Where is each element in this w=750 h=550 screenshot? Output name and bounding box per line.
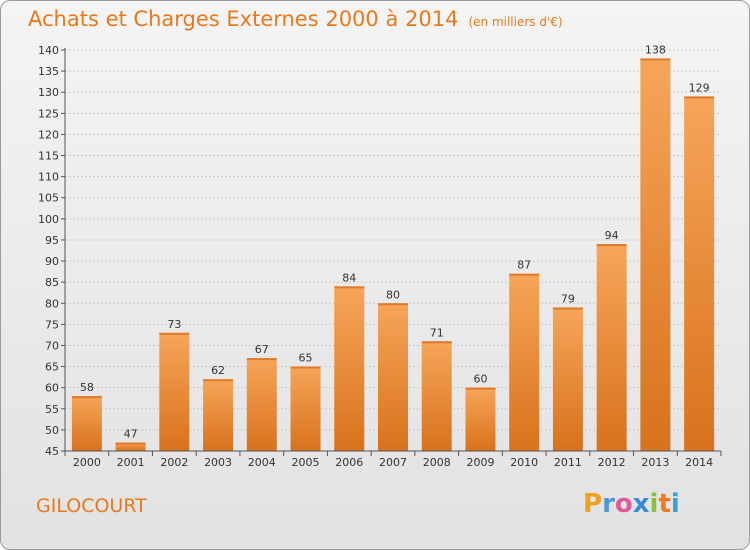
bars: 58 47 73 62 67 65 84 80 71 60 87 79 94 138 129 xyxy=(71,43,715,451)
y-tick-label: 130 xyxy=(38,86,59,99)
data-label: 67 xyxy=(255,343,269,356)
data-label: 80 xyxy=(386,288,400,301)
data-label: 60 xyxy=(473,373,487,386)
chart-title: Achats et Charges Externes 2000 à 2014 (e… xyxy=(28,7,563,31)
y-tick-label: 100 xyxy=(38,213,59,226)
y-tick-label: 85 xyxy=(45,276,59,289)
x-tick-label: 2000 xyxy=(73,456,101,469)
data-label: 47 xyxy=(124,428,138,441)
data-label: 84 xyxy=(342,271,356,284)
data-label: 94 xyxy=(605,229,619,242)
bar-top-edge xyxy=(246,358,277,361)
bar xyxy=(246,358,277,451)
logo-letter: o xyxy=(614,489,633,519)
bar xyxy=(203,379,234,451)
bar-top-edge xyxy=(71,396,102,399)
bar-top-edge xyxy=(596,244,627,247)
data-label: 58 xyxy=(80,381,94,394)
y-tick-label: 75 xyxy=(45,318,59,331)
x-tick-label: 2010 xyxy=(510,456,538,469)
data-label: 62 xyxy=(211,364,225,377)
bar-top-edge xyxy=(421,341,452,344)
logo-letter: P xyxy=(583,489,603,519)
bar xyxy=(115,442,146,451)
y-tick-label: 95 xyxy=(45,234,59,247)
x-tick-label: 2014 xyxy=(685,456,713,469)
bar-top-edge xyxy=(378,303,408,306)
x-tick-label: 2009 xyxy=(466,456,494,469)
bar xyxy=(421,341,452,451)
y-tick-label: 65 xyxy=(45,361,59,374)
x-tick-label: 2008 xyxy=(423,456,451,469)
bar xyxy=(334,286,365,451)
bar xyxy=(378,303,408,451)
x-tick-label: 2005 xyxy=(292,456,320,469)
data-label: 87 xyxy=(517,259,531,272)
bar-top-edge xyxy=(509,273,540,276)
y-tick-label: 80 xyxy=(45,297,59,310)
x-tick-label: 2001 xyxy=(117,456,145,469)
y-tick-label: 60 xyxy=(45,382,59,395)
bar xyxy=(290,366,321,451)
bar xyxy=(465,387,496,451)
data-label: 71 xyxy=(430,326,444,339)
bar-top-edge xyxy=(640,58,671,61)
bar-top-edge xyxy=(552,307,583,310)
data-label: 79 xyxy=(561,292,575,305)
x-axis: 2000 2001 2002 2003 2004 2005 2006 2007 2008 2009… xyxy=(64,450,722,469)
y-tick-label: 90 xyxy=(45,255,59,268)
y-tick-label: 105 xyxy=(38,192,59,205)
y-tick-label: 50 xyxy=(45,424,59,437)
bar xyxy=(71,396,102,451)
x-tick-label: 2004 xyxy=(248,456,276,469)
y-tick-label: 135 xyxy=(38,65,59,78)
bar xyxy=(640,58,671,451)
x-tick-label: 2007 xyxy=(379,456,407,469)
bar-top-edge xyxy=(203,379,234,382)
data-label: 65 xyxy=(299,352,313,365)
logo-letter: i xyxy=(670,489,680,519)
y-tick-label: 70 xyxy=(45,339,59,352)
proxiti-logo[interactable]: Proxiti xyxy=(583,489,680,519)
x-tick-label: 2012 xyxy=(598,456,626,469)
logo-letter: r xyxy=(602,489,615,519)
bar xyxy=(509,273,540,451)
y-tick-label: 125 xyxy=(38,107,59,120)
logo-letter: x xyxy=(632,489,650,519)
data-label: 73 xyxy=(167,318,181,331)
x-tick-label: 2003 xyxy=(204,456,232,469)
bar xyxy=(552,307,583,451)
chart-unit: (en milliers d'€) xyxy=(468,15,563,29)
chart-title-text: Achats et Charges Externes 2000 à 2014 xyxy=(28,7,459,31)
x-tick-label: 2011 xyxy=(554,456,582,469)
bar-top-edge xyxy=(334,286,365,289)
x-tick-label: 2002 xyxy=(160,456,188,469)
data-label: 138 xyxy=(645,43,666,56)
y-tick-label: 140 xyxy=(38,44,59,57)
bar-top-edge xyxy=(115,442,146,445)
y-tick-label: 120 xyxy=(38,128,59,141)
y-tick-label: 55 xyxy=(45,403,59,416)
bar xyxy=(684,96,715,451)
y-axis: 45 50 55 60 65 70 75 80 85 90 95 100 105 110 115 120 125… xyxy=(38,44,66,458)
x-tick-label: 2006 xyxy=(335,456,363,469)
bar-top-edge xyxy=(159,332,190,335)
commune-name: GILOCOURT xyxy=(36,495,147,517)
logo-letter: i xyxy=(649,489,659,519)
logo-letter: t xyxy=(658,489,671,519)
x-tick-label: 2013 xyxy=(641,456,669,469)
bar xyxy=(159,332,190,451)
y-tick-label: 115 xyxy=(38,150,59,163)
data-label: 129 xyxy=(689,81,710,94)
bar xyxy=(596,244,627,451)
bar-top-edge xyxy=(684,96,715,99)
y-tick-label: 45 xyxy=(45,445,59,458)
bar-top-edge xyxy=(290,366,321,369)
bar-top-edge xyxy=(465,387,496,390)
y-tick-label: 110 xyxy=(38,171,59,184)
